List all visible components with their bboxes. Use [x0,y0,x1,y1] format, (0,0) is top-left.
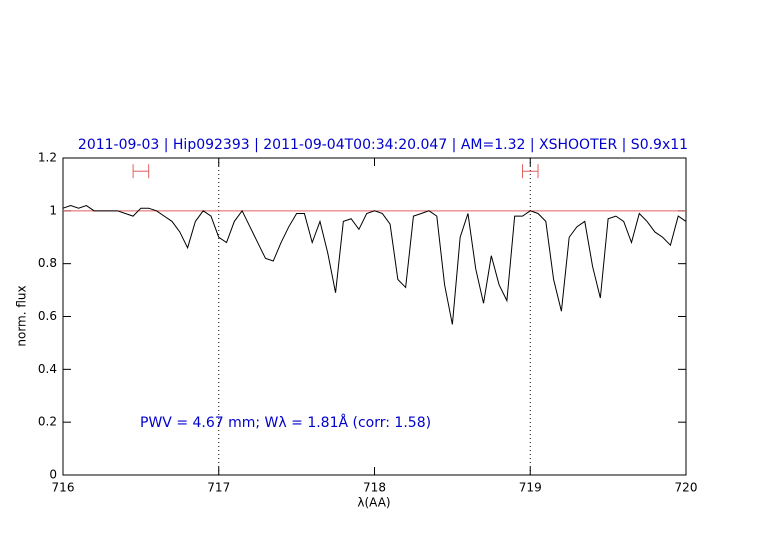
spectrum-line [62,204,687,325]
y-tick-label: 0.2 [38,415,57,429]
y-axis-label: norm. flux [15,285,29,346]
x-axis-label: λ(AA) [357,496,390,510]
x-tick-label: 718 [363,481,386,495]
x-tick-label: 717 [207,481,230,495]
x-tick-label: 716 [52,481,75,495]
y-tick-label: 0 [49,468,57,482]
y-tick-label: 0.8 [38,256,57,270]
x-tick-label: 720 [675,481,698,495]
chart-title: 2011-09-03 | Hip092393 | 2011-09-04T00:3… [78,137,688,153]
y-tick-label: 0.4 [38,362,57,376]
y-tick-label: 1.2 [38,151,57,165]
x-tick-label: 719 [519,481,542,495]
annotation: PWV = 4.67 mm; Wλ = 1.81Å (corr: 1.58) [140,414,431,431]
y-tick-label: 1 [49,203,57,217]
y-tick-label: 0.6 [38,309,57,323]
